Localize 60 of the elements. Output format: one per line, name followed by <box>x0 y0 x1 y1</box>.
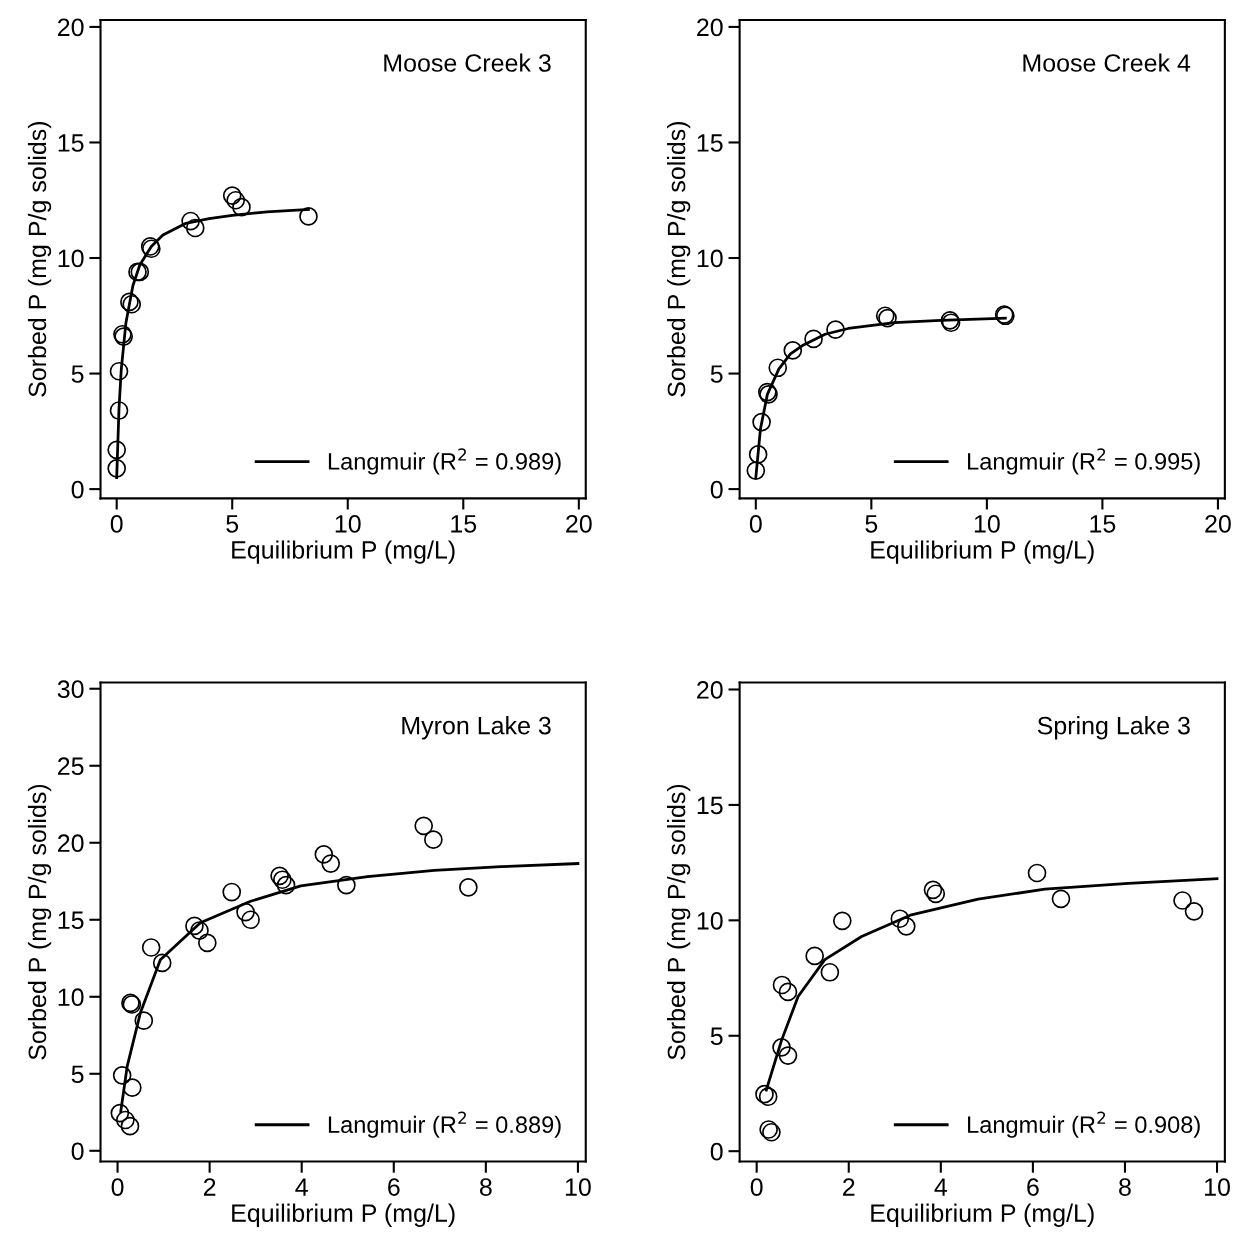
y-tick-label: 5 <box>710 365 723 383</box>
y-tick-label: 10 <box>58 249 84 268</box>
x-tick-label: 2 <box>203 1178 216 1196</box>
x-tick-label: 0 <box>750 1178 763 1196</box>
x-tick-label: 8 <box>479 1178 492 1196</box>
x-tick-label: 0 <box>749 514 762 533</box>
x-axis-title: Equilibrium P (mg/L) <box>232 1203 455 1227</box>
y-tick-label: 0 <box>71 1142 84 1161</box>
x-tick-label: 20 <box>566 514 592 533</box>
y-axis-title: Sorbed P (mg P/g solids) <box>27 784 52 1060</box>
x-tick-label: 0 <box>110 514 123 533</box>
x-tick-label: 5 <box>865 515 878 533</box>
y-tick-label: 20 <box>58 18 84 37</box>
x-tick-label: 2 <box>843 1178 855 1196</box>
legend-label: Langmuir (R$^{2}$ = 0.889) <box>328 1111 561 1138</box>
y-axis-title: Sorbed P (mg P/g solids) <box>667 784 691 1060</box>
x-tick-label: 10 <box>974 514 1000 533</box>
legend-label: Langmuir (R$^{2}$ = 0.989) <box>328 448 561 475</box>
y-tick-label: 30 <box>57 680 84 699</box>
y-tick-label: 5 <box>71 1065 84 1084</box>
x-tick-label: 6 <box>1027 1178 1039 1196</box>
x-axis-title: Equilibrium P (mg/L) <box>871 1203 1094 1227</box>
y-axis-title: Sorbed P (mg P/g solids) <box>27 121 52 397</box>
legend-label: Langmuir (R$^{2}$ = 0.995) <box>968 448 1200 475</box>
x-tick-label: 15 <box>451 515 477 533</box>
x-tick-label: 10 <box>335 514 361 533</box>
annotation: Moose Creek 4 <box>1023 53 1191 72</box>
x-axis-title: Equilibrium P (mg/L) <box>871 540 1094 564</box>
x-tick-label: 10 <box>1205 1178 1230 1196</box>
y-tick-label: 10 <box>58 988 84 1007</box>
y-tick-label: 15 <box>58 911 84 930</box>
y-tick-label: 10 <box>697 249 723 268</box>
y-tick-label: 20 <box>697 18 723 37</box>
annotation: Myron Lake 3 <box>402 716 551 740</box>
y-tick-label: 0 <box>71 480 84 499</box>
annotation: Spring Lake 3 <box>1037 716 1190 740</box>
y-tick-label: 20 <box>697 681 723 699</box>
x-tick-label: 0 <box>111 1178 124 1196</box>
y-tick-label: 15 <box>697 796 723 815</box>
x-tick-label: 10 <box>565 1178 591 1196</box>
y-tick-label: 5 <box>71 365 84 383</box>
y-tick-label: 15 <box>58 134 84 152</box>
x-tick-label: 15 <box>1090 515 1116 533</box>
y-axis-title: Sorbed P (mg P/g solids) <box>667 121 691 397</box>
x-tick-label: 8 <box>1119 1178 1131 1196</box>
y-tick-label: 25 <box>58 757 84 776</box>
y-tick-label: 10 <box>697 911 723 930</box>
y-tick-label: 20 <box>58 834 84 853</box>
x-axis-title: Equilibrium P (mg/L) <box>232 540 455 564</box>
annotation: Moose Creek 3 <box>384 53 551 72</box>
legend-label: Langmuir (R$^{2}$ = 0.908) <box>968 1111 1200 1138</box>
y-tick-label: 5 <box>710 1027 723 1046</box>
y-tick-label: 15 <box>697 134 723 152</box>
x-tick-label: 4 <box>934 1178 948 1196</box>
x-tick-label: 6 <box>388 1178 400 1196</box>
x-tick-label: 20 <box>1205 514 1231 533</box>
y-tick-label: 0 <box>710 480 723 499</box>
x-tick-label: 4 <box>295 1178 308 1196</box>
x-tick-label: 5 <box>226 515 239 533</box>
y-tick-label: 0 <box>710 1142 723 1161</box>
